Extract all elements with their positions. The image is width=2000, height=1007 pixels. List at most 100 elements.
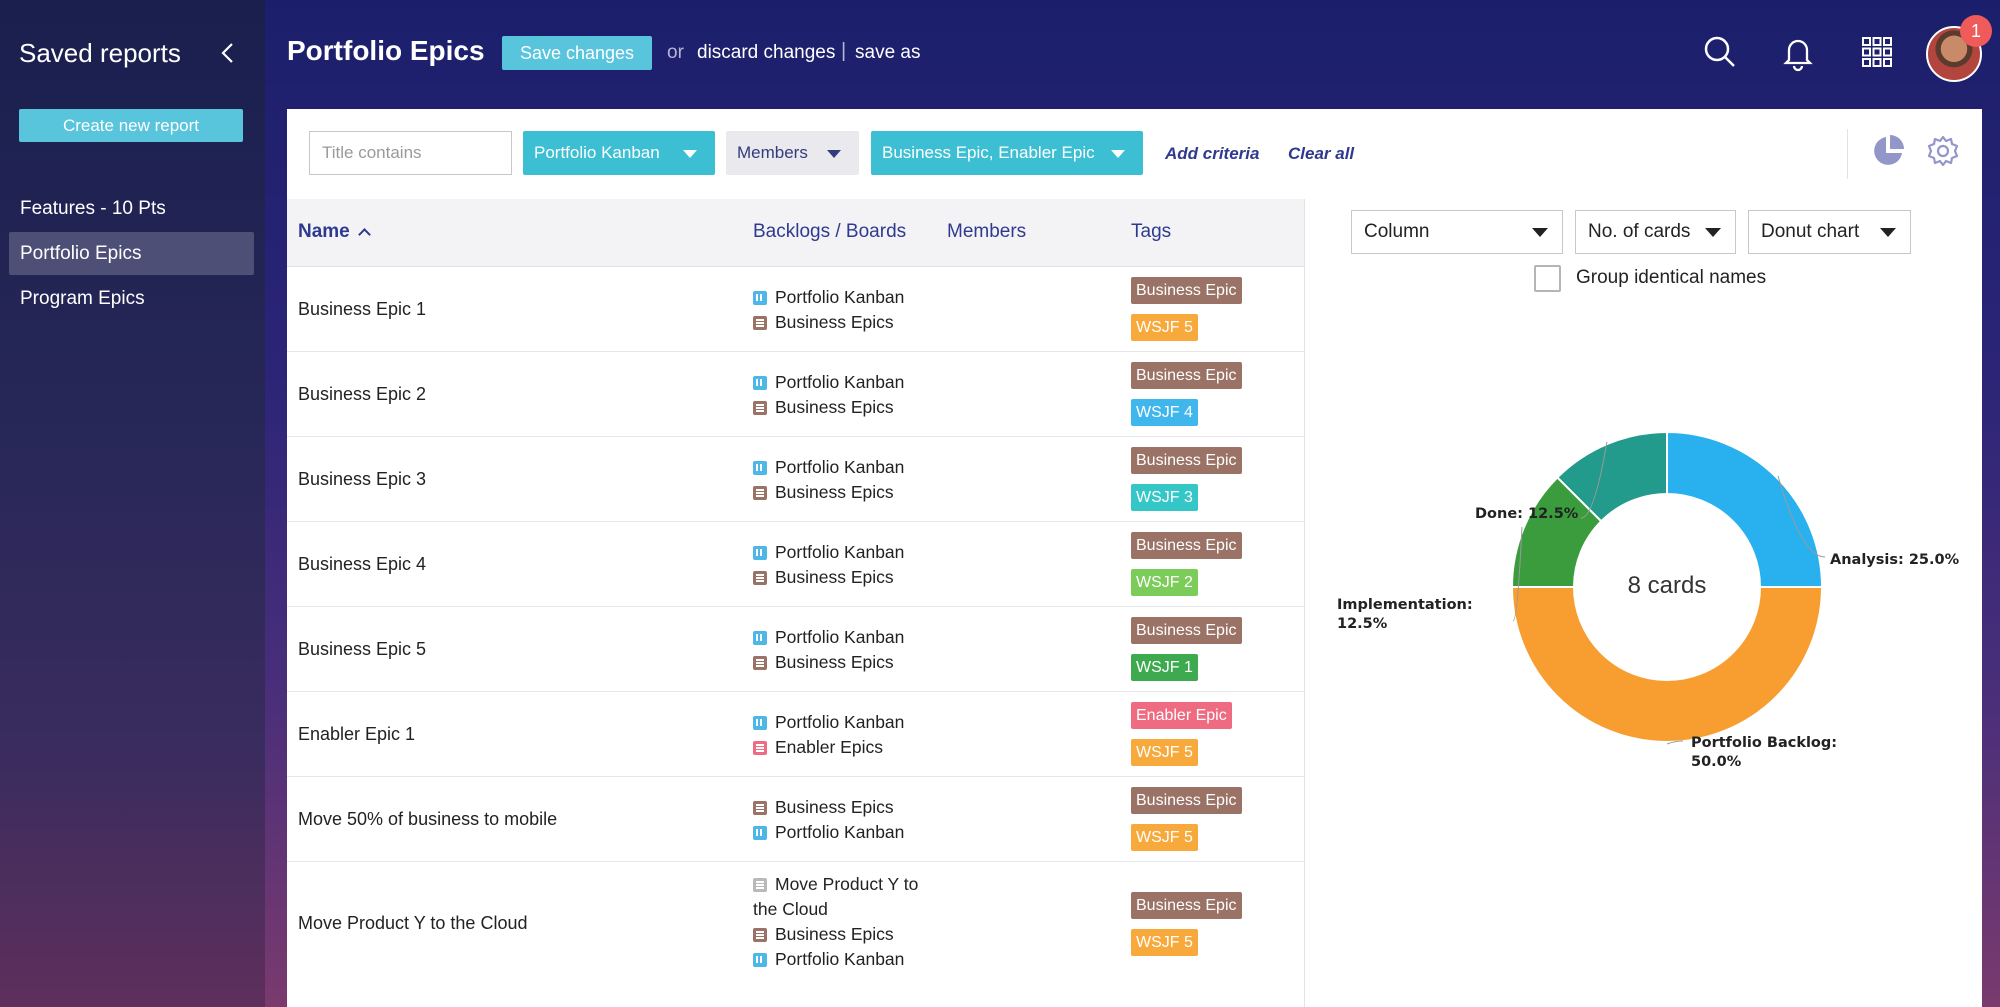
kanban-board-icon [753,291,767,305]
tag-badge: WSJF 1 [1131,654,1198,681]
group-identical-checkbox[interactable] [1534,265,1561,292]
members-filter-label: Members [737,143,808,162]
add-criteria-link[interactable]: Add criteria [1165,144,1260,163]
column-header-tags[interactable]: Tags [1131,221,1172,242]
table-row[interactable]: Enabler Epic 1 Portfolio Kanban Enabler … [287,692,1304,777]
apps-button[interactable] [1857,32,1897,72]
measure-dropdown[interactable]: No. of cards [1575,210,1736,254]
row-tags: Business Epic WSJF 5 [1131,277,1242,351]
row-name: Move Product Y to the Cloud [298,913,528,933]
saved-report-list: Features - 10 Pts Portfolio Epics Progra… [9,187,254,322]
donut-slice-portfolio-backlog[interactable] [1510,586,1824,743]
members-filter-dropdown[interactable]: Members [726,131,859,175]
kanban-board-icon [753,953,767,967]
leader-line [1580,441,1608,519]
tag-badge: WSJF 5 [1131,929,1198,956]
report-panel: Portfolio Kanban Members Business Epic, … [287,109,1982,1007]
row-name: Business Epic 4 [298,554,427,574]
apps-grid-icon [1862,37,1892,67]
table-row[interactable]: Move 50% of business to mobile Business … [287,777,1304,862]
slice-label-portfolio-backlog: Portfolio Backlog: [1691,735,1837,751]
report-table: Name Backlogs / Boards Members Tags Busi… [287,199,1305,1007]
enabler-backlog-icon [753,741,767,755]
tag-badge: Business Epic [1131,447,1242,474]
column-header-members[interactable]: Members [947,221,1027,242]
saved-report-program-epics[interactable]: Program Epics [20,288,145,309]
notifications-button[interactable] [1778,32,1818,72]
caret-down-icon [827,150,841,158]
sidebar-title: Saved reports [19,38,181,68]
chevron-left-icon [221,43,233,63]
slice-label-portfolio-backlog-percent: 50.0% [1691,754,1742,770]
donut-slice-done[interactable] [1555,430,1668,523]
tag-badge: WSJF 5 [1131,739,1198,766]
page-title: Portfolio Epics [287,35,485,66]
row-tags: Business Epic WSJF 3 [1131,447,1242,521]
column-header-name[interactable]: Name [298,221,371,243]
leader-line [1666,740,1684,745]
row-tags: Business Epic WSJF 2 [1131,532,1242,606]
donut-chart: 8 cards Analysis: 25.0% Portfolio Backlo… [1337,430,1960,770]
caret-down-icon [1532,228,1548,237]
kanban-board-icon [753,631,767,645]
group-by-dropdown[interactable]: Column [1351,210,1563,254]
leader-line [1777,475,1826,558]
bell-icon [1783,39,1813,72]
table-row[interactable]: Move Product Y to the Cloud Move Product… [287,862,1304,987]
slice-label-implementation-percent: 12.5% [1337,616,1388,632]
row-name: Enabler Epic 1 [298,724,416,744]
chart-panel: Column No. of cards Donut chart Group id… [1305,199,1982,1007]
column-header-boards[interactable]: Backlogs / Boards [753,221,907,242]
save-as-link[interactable]: save as [855,42,921,63]
slice-label-analysis: Analysis: 25.0% [1830,552,1960,568]
saved-report-features[interactable]: Features - 10 Pts [20,198,166,219]
settings-button[interactable] [1925,133,1961,169]
tag-badge: WSJF 5 [1131,824,1198,851]
kanban-board-icon [753,376,767,390]
filter-bar: Portfolio Kanban Members Business Epic, … [287,109,1982,199]
chart-view-button[interactable] [1870,133,1906,169]
row-boards: Portfolio Kanban Business Epics [753,285,923,335]
saved-report-portfolio-epics[interactable]: Portfolio Epics [9,232,254,275]
save-changes-button[interactable]: Save changes [502,36,652,70]
table-row[interactable]: Business Epic 4 Portfolio Kanban Busines… [287,522,1304,607]
tag-badge: Business Epic [1131,787,1242,814]
row-boards: Business Epics Portfolio Kanban [753,795,923,845]
clear-all-link[interactable]: Clear all [1288,144,1355,163]
row-tags: Business Epic WSJF 4 [1131,362,1242,436]
tag-badge: Business Epic [1131,362,1242,389]
kanban-board-icon [753,716,767,730]
backlog-icon [753,316,767,330]
row-name: Business Epic 2 [298,384,427,404]
tag-badge: Enabler Epic [1131,702,1232,729]
filter-divider [1847,129,1848,179]
backlog-icon [753,401,767,415]
group-by-label: Column [1364,221,1430,242]
tags-filter-label: Business Epic, Enabler Epic [882,143,1095,162]
discard-changes-link[interactable]: discard changes [697,42,836,63]
chart-type-dropdown[interactable]: Donut chart [1748,210,1911,254]
table-row[interactable]: Business Epic 5 Portfolio Kanban Busines… [287,607,1304,692]
collapse-sidebar-button[interactable] [216,38,240,68]
measure-label: No. of cards [1588,221,1691,242]
board-filter-label: Portfolio Kanban [534,143,660,162]
tag-badge: WSJF 3 [1131,484,1198,511]
tags-filter-dropdown[interactable]: Business Epic, Enabler Epic [871,131,1143,175]
create-new-report-button[interactable]: Create new report [19,109,243,142]
table-row[interactable]: Business Epic 1 Portfolio Kanban Busines… [287,267,1304,352]
table-row[interactable]: Business Epic 2 Portfolio Kanban Busines… [287,352,1304,437]
row-name: Business Epic 3 [298,469,427,489]
pie-chart-icon [1874,135,1904,165]
kanban-board-icon [753,826,767,840]
table-row[interactable]: Business Epic 3 Portfolio Kanban Busines… [287,437,1304,522]
row-boards: Move Product Y to the Cloud Business Epi… [753,874,919,969]
donut-slice-analysis[interactable] [1666,430,1824,588]
row-tags: Enabler Epic WSJF 5 [1131,702,1232,776]
board-filter-dropdown[interactable]: Portfolio Kanban [523,131,715,175]
backlog-icon [753,928,767,942]
row-boards: Portfolio Kanban Business Epics [753,455,923,505]
title-contains-input[interactable] [309,131,512,175]
tag-badge: Business Epic [1131,892,1242,919]
or-text: or [667,42,684,63]
search-button[interactable] [1700,32,1740,72]
